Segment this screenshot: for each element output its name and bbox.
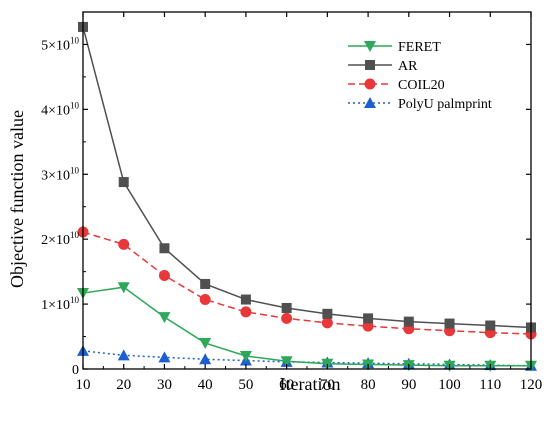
data-point: [158, 351, 171, 363]
x-tick-label: 100: [438, 377, 461, 393]
x-axis-label: Iteration: [280, 374, 341, 394]
data-point: [199, 353, 212, 365]
data-point: [117, 282, 130, 294]
y-tick-label: 5×1010: [41, 35, 79, 53]
data-point: [199, 338, 212, 350]
x-tick-label: 90: [401, 377, 416, 393]
axes: 10 20 30 40 50 60 70 80 90 100 110 120 0 1×1010 2×1010…: [41, 11, 543, 393]
legend-marker: [364, 78, 376, 90]
data-point: [444, 318, 455, 329]
legend-label: PolyU palmprint: [398, 97, 492, 112]
data-point: [322, 308, 333, 319]
data-point: [281, 312, 293, 324]
data-point: [363, 313, 374, 324]
y-tick-label: 4×1010: [41, 100, 79, 118]
plot-marks: [77, 21, 537, 372]
data-point: [158, 312, 171, 324]
data-point: [240, 294, 251, 305]
series-line: [82, 286, 531, 367]
x-tick-label: 20: [116, 377, 131, 393]
data-point: [321, 317, 333, 329]
data-point: [200, 278, 211, 289]
legend-item: PolyU palmprint: [348, 97, 492, 112]
legend-label: FERET: [398, 40, 441, 55]
legend-marker: [365, 60, 375, 70]
legend-marker: [364, 97, 376, 108]
x-tick-label: 110: [479, 377, 501, 393]
data-point: [485, 320, 496, 331]
x-tick-label: 60: [279, 377, 294, 393]
x-tick-label: 40: [198, 377, 213, 393]
legend-marker: [364, 41, 376, 52]
series-feret: [77, 282, 537, 372]
data-point: [117, 349, 130, 361]
y-tick-label: 0: [72, 363, 79, 378]
legend: FERET AR COIL20 PolyU palmprint: [348, 40, 492, 112]
data-point: [239, 351, 252, 363]
x-tick-label: 10: [76, 377, 91, 393]
data-point: [118, 177, 129, 188]
y-tick-label: 1×1010: [41, 295, 79, 313]
legend-item: COIL20: [348, 78, 445, 93]
data-point: [281, 302, 292, 313]
legend-item: AR: [348, 59, 418, 74]
x-tick-label: 70: [320, 377, 335, 393]
series-coil20: [77, 226, 537, 340]
legend-item: FERET: [348, 40, 441, 55]
x-tick-label: 120: [520, 377, 543, 393]
data-point: [240, 306, 252, 318]
legend-label: COIL20: [398, 78, 445, 93]
x-tick-label: 80: [361, 377, 376, 393]
series-line: [82, 350, 532, 367]
data-point: [280, 356, 293, 368]
data-point: [118, 238, 130, 250]
series-line: [82, 26, 532, 329]
y-tick-label: 3×1010: [41, 165, 79, 183]
series-line: [82, 231, 532, 335]
data-point: [199, 294, 211, 306]
x-tick-label: 50: [238, 377, 253, 393]
series-ar: [78, 21, 536, 333]
x-tick-label: 30: [157, 377, 172, 393]
data-point: [403, 316, 414, 327]
data-point: [362, 320, 374, 332]
data-point: [159, 243, 170, 254]
data-point: [158, 270, 170, 282]
y-axis-label: Objective function value: [7, 110, 27, 288]
y-tick-label: 2×1010: [41, 230, 79, 248]
legend-label: AR: [398, 59, 418, 74]
plot-frame: [82, 11, 532, 370]
